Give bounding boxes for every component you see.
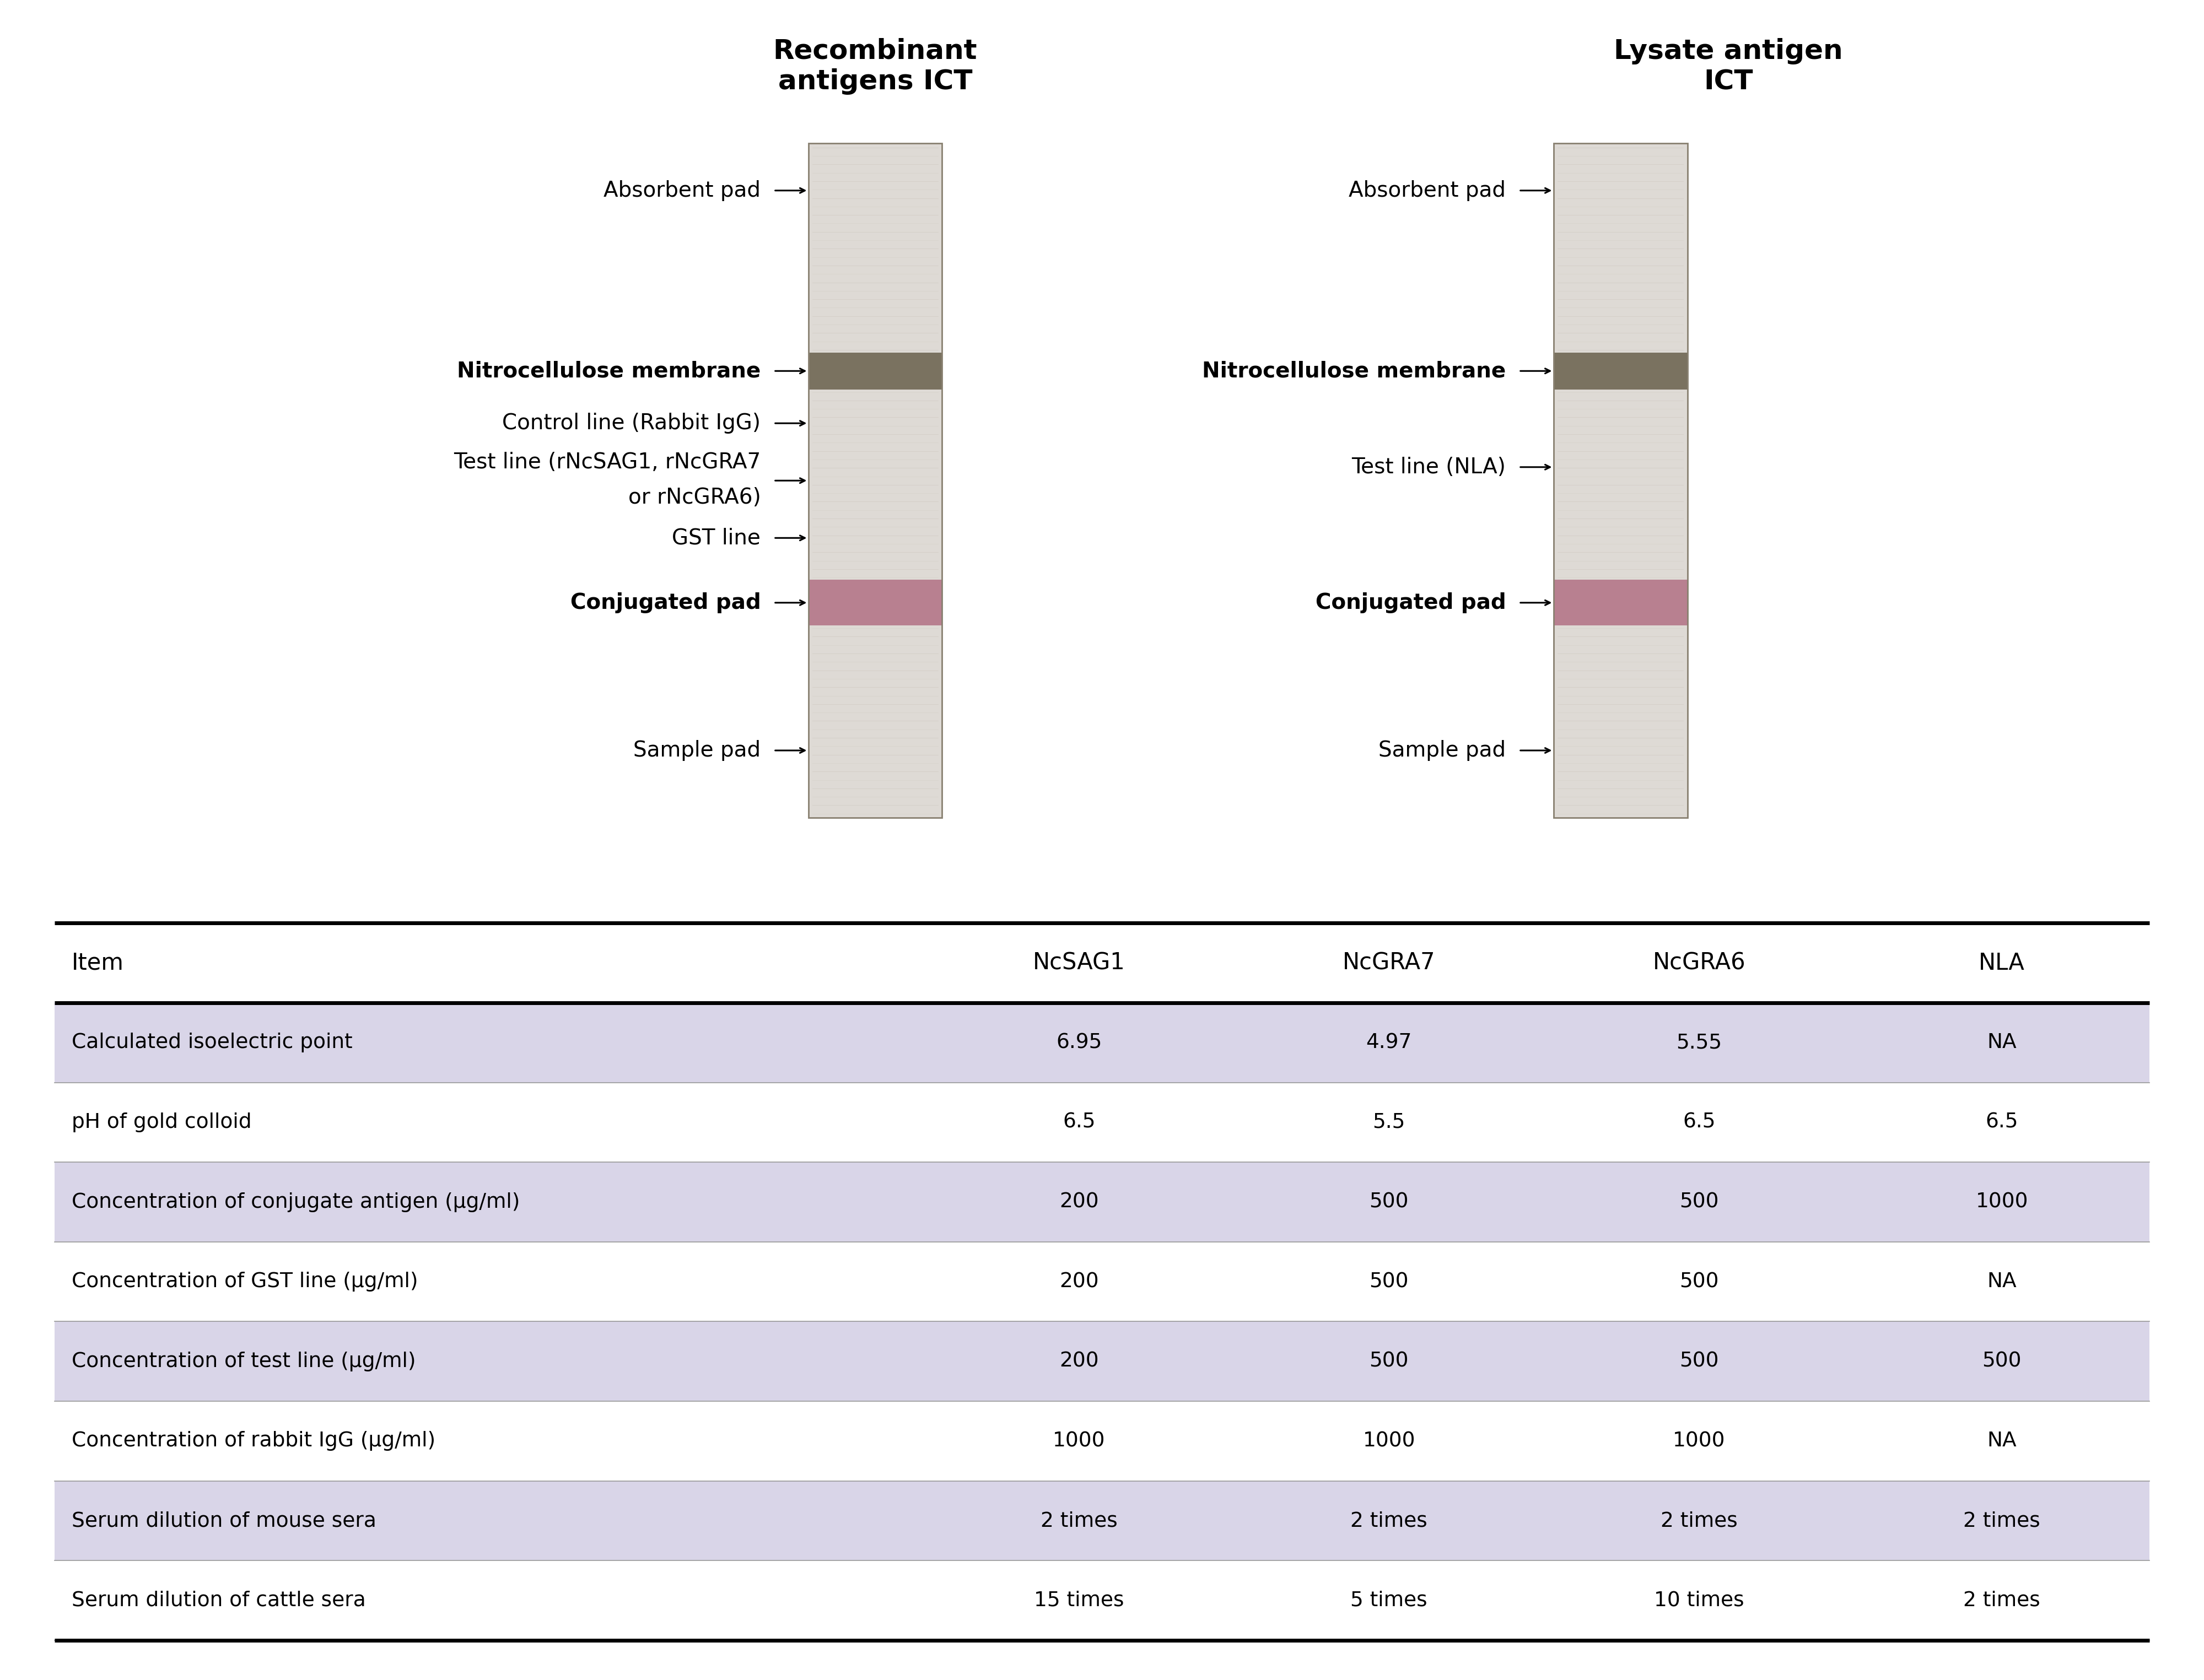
Text: 1000: 1000 bbox=[1054, 1431, 1104, 1452]
Text: 10 times: 10 times bbox=[1653, 1591, 1743, 1611]
Text: 1000: 1000 bbox=[1362, 1431, 1415, 1452]
Text: Control line (Rabbit IgG): Control line (Rabbit IgG) bbox=[503, 413, 760, 433]
Text: Sample pad: Sample pad bbox=[1378, 739, 1505, 761]
Text: Absorbent pad: Absorbent pad bbox=[604, 180, 760, 202]
Text: 5.55: 5.55 bbox=[1677, 1033, 1721, 1053]
Text: 1000: 1000 bbox=[1975, 1193, 2028, 1211]
Text: 500: 500 bbox=[1679, 1193, 1719, 1211]
Text: 15 times: 15 times bbox=[1034, 1591, 1124, 1611]
Bar bbox=[55, 1322, 2149, 1401]
Text: NA: NA bbox=[1988, 1431, 2017, 1452]
Text: Concentration of rabbit IgG (μg/ml): Concentration of rabbit IgG (μg/ml) bbox=[73, 1431, 436, 1452]
Bar bbox=[1554, 143, 1688, 818]
Text: 2 times: 2 times bbox=[1660, 1510, 1737, 1530]
Text: 2 times: 2 times bbox=[1964, 1510, 2041, 1530]
Text: NA: NA bbox=[1988, 1033, 2017, 1053]
Text: NcSAG1: NcSAG1 bbox=[1034, 951, 1126, 974]
Bar bbox=[809, 143, 941, 818]
Bar bbox=[55, 1003, 2149, 1082]
Text: NA: NA bbox=[1988, 1272, 2017, 1292]
Text: Sample pad: Sample pad bbox=[633, 739, 760, 761]
Bar bbox=[55, 1401, 2149, 1482]
Text: pH of gold colloid: pH of gold colloid bbox=[73, 1112, 251, 1132]
Text: NcGRA7: NcGRA7 bbox=[1342, 951, 1435, 974]
Text: Item: Item bbox=[73, 951, 123, 974]
Text: 200: 200 bbox=[1060, 1351, 1098, 1371]
Text: Conjugated pad: Conjugated pad bbox=[1316, 593, 1505, 613]
Text: 6.95: 6.95 bbox=[1056, 1033, 1102, 1053]
Text: 1000: 1000 bbox=[1673, 1431, 1726, 1452]
Text: 6.5: 6.5 bbox=[1062, 1112, 1095, 1132]
Text: Lysate antigen
ICT: Lysate antigen ICT bbox=[1613, 39, 1843, 96]
Text: Serum dilution of cattle sera: Serum dilution of cattle sera bbox=[73, 1591, 366, 1611]
Text: Serum dilution of mouse sera: Serum dilution of mouse sera bbox=[73, 1510, 377, 1530]
Text: Nitrocellulose membrane: Nitrocellulose membrane bbox=[1201, 361, 1505, 381]
Text: 2 times: 2 times bbox=[1040, 1510, 1117, 1530]
Bar bbox=[809, 143, 941, 818]
Text: 2 times: 2 times bbox=[1964, 1591, 2041, 1611]
Bar bbox=[1554, 580, 1688, 625]
Bar bbox=[55, 1482, 2149, 1561]
Bar bbox=[55, 1163, 2149, 1242]
Text: 5 times: 5 times bbox=[1351, 1591, 1428, 1611]
Text: Test line (NLA): Test line (NLA) bbox=[1351, 457, 1505, 477]
Bar bbox=[809, 580, 941, 625]
Text: Nitrocellulose membrane: Nitrocellulose membrane bbox=[456, 361, 760, 381]
Text: 500: 500 bbox=[1369, 1351, 1408, 1371]
Bar bbox=[55, 1242, 2149, 1322]
Text: 500: 500 bbox=[1369, 1272, 1408, 1292]
Text: 500: 500 bbox=[1981, 1351, 2021, 1371]
Text: 500: 500 bbox=[1679, 1351, 1719, 1371]
Bar bbox=[809, 353, 941, 390]
Bar bbox=[55, 922, 2149, 1003]
Text: 200: 200 bbox=[1060, 1193, 1098, 1211]
Text: Concentration of GST line (μg/ml): Concentration of GST line (μg/ml) bbox=[73, 1272, 419, 1292]
Text: 5.5: 5.5 bbox=[1373, 1112, 1406, 1132]
Text: Conjugated pad: Conjugated pad bbox=[571, 593, 760, 613]
Text: NLA: NLA bbox=[1979, 951, 2025, 974]
Text: 2 times: 2 times bbox=[1351, 1510, 1428, 1530]
Text: Recombinant
antigens ICT: Recombinant antigens ICT bbox=[774, 39, 976, 96]
Bar bbox=[1554, 353, 1688, 390]
Text: Absorbent pad: Absorbent pad bbox=[1349, 180, 1505, 202]
Text: Concentration of test line (μg/ml): Concentration of test line (μg/ml) bbox=[73, 1351, 417, 1371]
Text: 6.5: 6.5 bbox=[1682, 1112, 1715, 1132]
Text: 500: 500 bbox=[1679, 1272, 1719, 1292]
Text: or rNcGRA6): or rNcGRA6) bbox=[628, 487, 760, 507]
Text: GST line: GST line bbox=[672, 528, 760, 548]
Text: 200: 200 bbox=[1060, 1272, 1098, 1292]
Text: NcGRA6: NcGRA6 bbox=[1653, 951, 1746, 974]
Bar bbox=[55, 1082, 2149, 1163]
Text: Calculated isoelectric point: Calculated isoelectric point bbox=[73, 1033, 353, 1053]
Text: Concentration of conjugate antigen (μg/ml): Concentration of conjugate antigen (μg/m… bbox=[73, 1193, 520, 1211]
Text: 4.97: 4.97 bbox=[1366, 1033, 1413, 1053]
Text: 500: 500 bbox=[1369, 1193, 1408, 1211]
Bar bbox=[55, 1561, 2149, 1640]
Bar bbox=[1554, 143, 1688, 818]
Text: Test line (rNcSAG1, rNcGRA7: Test line (rNcSAG1, rNcGRA7 bbox=[454, 452, 760, 472]
Text: 6.5: 6.5 bbox=[1986, 1112, 2019, 1132]
